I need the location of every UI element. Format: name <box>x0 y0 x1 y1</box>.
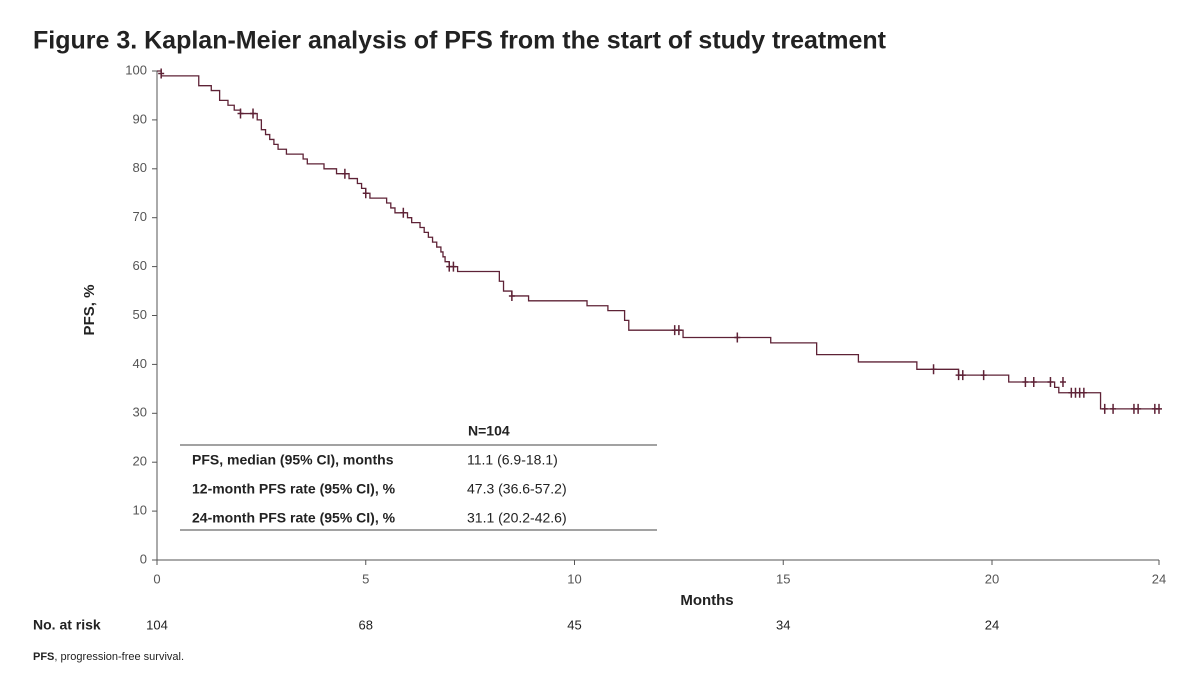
survival-curve <box>157 70 1159 410</box>
table-label: 12-month PFS rate (95% CI), % <box>192 481 396 497</box>
censor-mark <box>1135 403 1142 414</box>
x-tick-label: 10 <box>567 571 581 586</box>
y-tick-label: 40 <box>133 356 147 371</box>
x-tick-label: 5 <box>362 571 369 586</box>
y-tick-label: 0 <box>140 551 147 566</box>
censor-mark <box>1101 403 1108 414</box>
table-value: 47.3 (36.6-57.2) <box>467 481 567 497</box>
y-tick-label: 10 <box>133 503 147 518</box>
censor-mark <box>980 370 987 381</box>
censor-mark <box>508 290 515 301</box>
x-tick-label: 24 <box>1152 571 1166 586</box>
x-tick-label: 20 <box>985 571 999 586</box>
y-tick-label: 70 <box>133 209 147 224</box>
y-tick-label: 60 <box>133 258 147 273</box>
y-tick-label: 20 <box>133 454 147 469</box>
censor-mark <box>675 325 682 336</box>
censor-mark <box>362 188 369 199</box>
table-value: 31.1 (20.2-42.6) <box>467 510 567 526</box>
footnote-term: PFS <box>33 651 54 663</box>
chart-title: Figure 3. Kaplan-Meier analysis of PFS f… <box>33 27 887 55</box>
censor-mark <box>450 261 457 272</box>
censor-mark <box>1080 387 1087 398</box>
censor-mark <box>734 332 741 343</box>
censor-mark <box>1059 377 1066 388</box>
x-tick-label: 0 <box>153 571 160 586</box>
footnote: PFS, progression-free survival. <box>33 651 184 663</box>
censor-mark <box>400 207 407 218</box>
censor-mark <box>237 108 244 119</box>
y-tick-label: 80 <box>133 160 147 175</box>
censor-mark <box>1022 377 1029 388</box>
censor-mark <box>158 68 165 79</box>
risk-count: 104 <box>146 617 168 632</box>
risk-count: 45 <box>567 617 581 632</box>
x-axis-label: Months <box>680 592 733 609</box>
censor-mark <box>341 168 348 179</box>
censor-mark <box>959 370 966 381</box>
table-value: 11.1 (6.9-18.1) <box>467 452 558 468</box>
censor-mark <box>250 108 257 119</box>
censor-mark <box>1156 403 1162 414</box>
y-tick-label: 30 <box>133 405 147 420</box>
risk-count: 68 <box>359 617 373 632</box>
censor-mark <box>1047 377 1054 388</box>
censor-mark <box>1110 403 1117 414</box>
table-label: 24-month PFS rate (95% CI), % <box>192 510 396 526</box>
y-tick-label: 100 <box>125 62 147 77</box>
footnote-text: , progression-free survival. <box>54 651 184 663</box>
censor-mark <box>930 364 937 375</box>
table-label: PFS, median (95% CI), months <box>192 452 394 468</box>
risk-count: 34 <box>776 617 790 632</box>
y-tick-label: 90 <box>133 111 147 126</box>
y-tick-label: 50 <box>133 307 147 322</box>
risk-label: No. at risk <box>33 617 101 633</box>
y-axis-label: PFS, % <box>81 285 98 336</box>
censor-mark <box>1030 377 1037 388</box>
x-tick-label: 15 <box>776 571 790 586</box>
risk-count: 24 <box>985 617 999 632</box>
table-header: N=104 <box>468 423 510 439</box>
